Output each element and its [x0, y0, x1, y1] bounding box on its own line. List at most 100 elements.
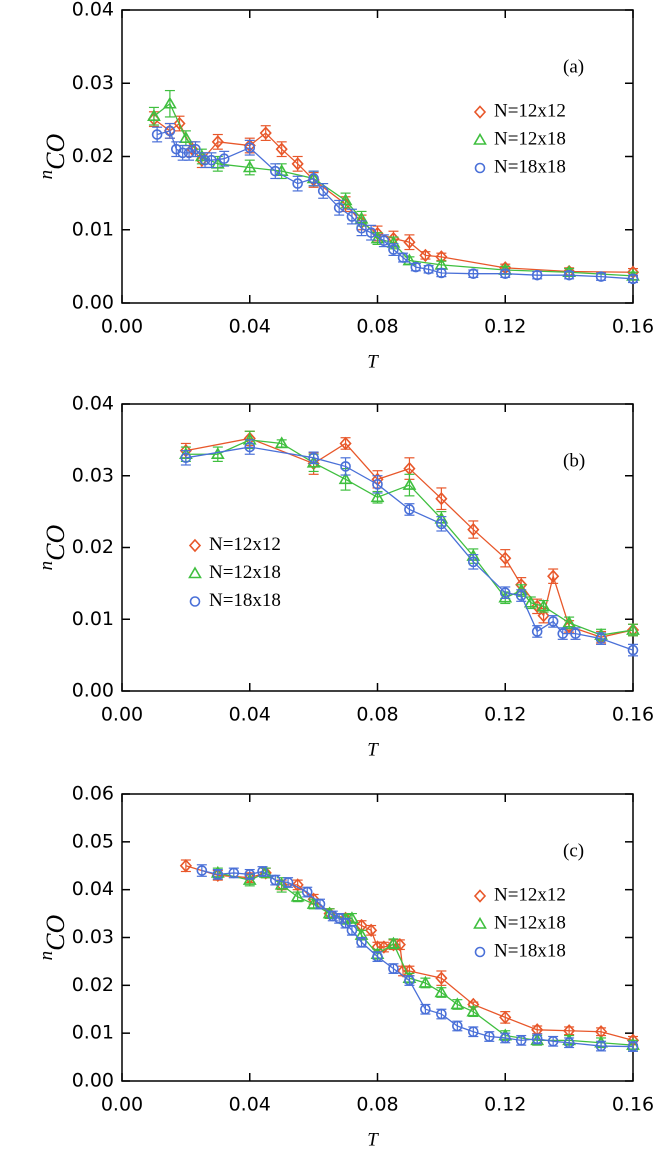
- y-tick-label: 0.01: [72, 1022, 114, 1044]
- marker: [434, 985, 449, 998]
- marker: [180, 452, 192, 464]
- legend-marker: [473, 132, 487, 145]
- legend-label: N=12x18: [494, 912, 566, 933]
- marker: [378, 235, 390, 247]
- marker: [536, 599, 551, 612]
- legend-label: N=18x18: [494, 940, 566, 961]
- y-tick-label: 0.04: [72, 878, 114, 900]
- panel-label: (a): [563, 56, 584, 77]
- legend-label: N=12x12: [209, 534, 281, 555]
- marker: [211, 135, 224, 149]
- x-axis-label: T: [367, 739, 379, 760]
- marker: [269, 874, 281, 886]
- marker: [372, 479, 383, 490]
- legend-marker: [473, 105, 487, 119]
- y-tick-label: 0.00: [72, 292, 114, 314]
- x-tick-label: 0.12: [484, 704, 526, 726]
- marker: [531, 1033, 543, 1045]
- marker: [333, 202, 345, 214]
- marker: [340, 461, 351, 472]
- marker: [346, 925, 358, 936]
- marker: [557, 628, 569, 639]
- marker: [275, 142, 288, 156]
- y-tick-label: 0.02: [72, 974, 114, 996]
- panel-label: (c): [563, 840, 584, 861]
- marker: [436, 518, 447, 530]
- marker: [562, 615, 577, 628]
- x-tick-label: 0.00: [101, 1094, 143, 1116]
- marker: [365, 227, 377, 238]
- x-tick-label: 0.04: [229, 704, 271, 726]
- marker: [547, 616, 559, 627]
- y-tick-label: 0.01: [72, 218, 114, 240]
- marker: [563, 269, 575, 281]
- marker: [327, 910, 339, 922]
- marker: [595, 271, 607, 282]
- panel-label: (b): [563, 450, 585, 471]
- x-axis-label: T: [367, 351, 379, 372]
- marker: [372, 951, 383, 962]
- marker: [627, 644, 639, 656]
- marker: [339, 436, 352, 451]
- marker: [435, 492, 448, 506]
- x-tick-label: 0.12: [484, 1094, 526, 1116]
- y-tick-label: 0.03: [72, 464, 114, 486]
- y-tick-label: 0.00: [72, 1070, 114, 1092]
- y-tick-label: 0.02: [72, 536, 114, 558]
- marker: [452, 1020, 463, 1032]
- marker: [257, 866, 268, 877]
- x-tick-label: 0.16: [612, 704, 654, 726]
- y-tick-label: 0.02: [72, 145, 114, 167]
- y-tick-label: 0.03: [72, 72, 114, 94]
- x-axis-label: T: [367, 1129, 379, 1150]
- marker: [317, 185, 329, 197]
- legend-label: N=12x12: [494, 884, 566, 905]
- x-tick-label: 0.04: [229, 1094, 271, 1116]
- marker: [356, 936, 367, 948]
- marker: [404, 504, 415, 515]
- marker: [468, 268, 479, 280]
- marker: [147, 109, 161, 122]
- y-axis-label: nCO: [36, 133, 70, 179]
- series-line: [217, 872, 634, 1046]
- marker: [499, 551, 512, 565]
- x-tick-label: 0.00: [101, 316, 143, 338]
- x-tick-label: 0.16: [612, 1094, 654, 1116]
- marker: [173, 116, 186, 131]
- marker: [531, 626, 543, 637]
- marker: [499, 1032, 511, 1044]
- marker: [338, 193, 353, 206]
- marker: [563, 1037, 575, 1049]
- marker: [404, 975, 415, 986]
- marker: [356, 222, 367, 234]
- marker: [178, 131, 193, 143]
- marker: [388, 963, 399, 974]
- marker: [468, 556, 479, 568]
- marker: [218, 153, 230, 164]
- marker: [523, 595, 538, 608]
- marker: [468, 1026, 479, 1038]
- legend-marker: [473, 916, 487, 929]
- y-tick-label: 0.03: [72, 926, 114, 948]
- x-tick-label: 0.08: [356, 316, 398, 338]
- marker: [292, 178, 303, 189]
- legend-label: N=12x18: [209, 562, 281, 583]
- marker: [306, 896, 321, 909]
- marker: [199, 154, 211, 166]
- y-tick-label: 0.00: [72, 680, 114, 702]
- x-tick-label: 0.08: [356, 704, 398, 726]
- marker: [403, 235, 416, 249]
- marker: [547, 1035, 559, 1047]
- marker: [531, 269, 543, 281]
- marker: [388, 244, 399, 255]
- series-line: [185, 446, 634, 651]
- legend-label: N=12x12: [494, 100, 566, 121]
- marker: [499, 587, 511, 599]
- marker: [308, 452, 319, 464]
- marker: [370, 490, 385, 503]
- y-tick-label: 0.05: [72, 830, 114, 852]
- marker: [418, 975, 433, 988]
- series-line: [156, 130, 634, 280]
- marker: [450, 997, 465, 1010]
